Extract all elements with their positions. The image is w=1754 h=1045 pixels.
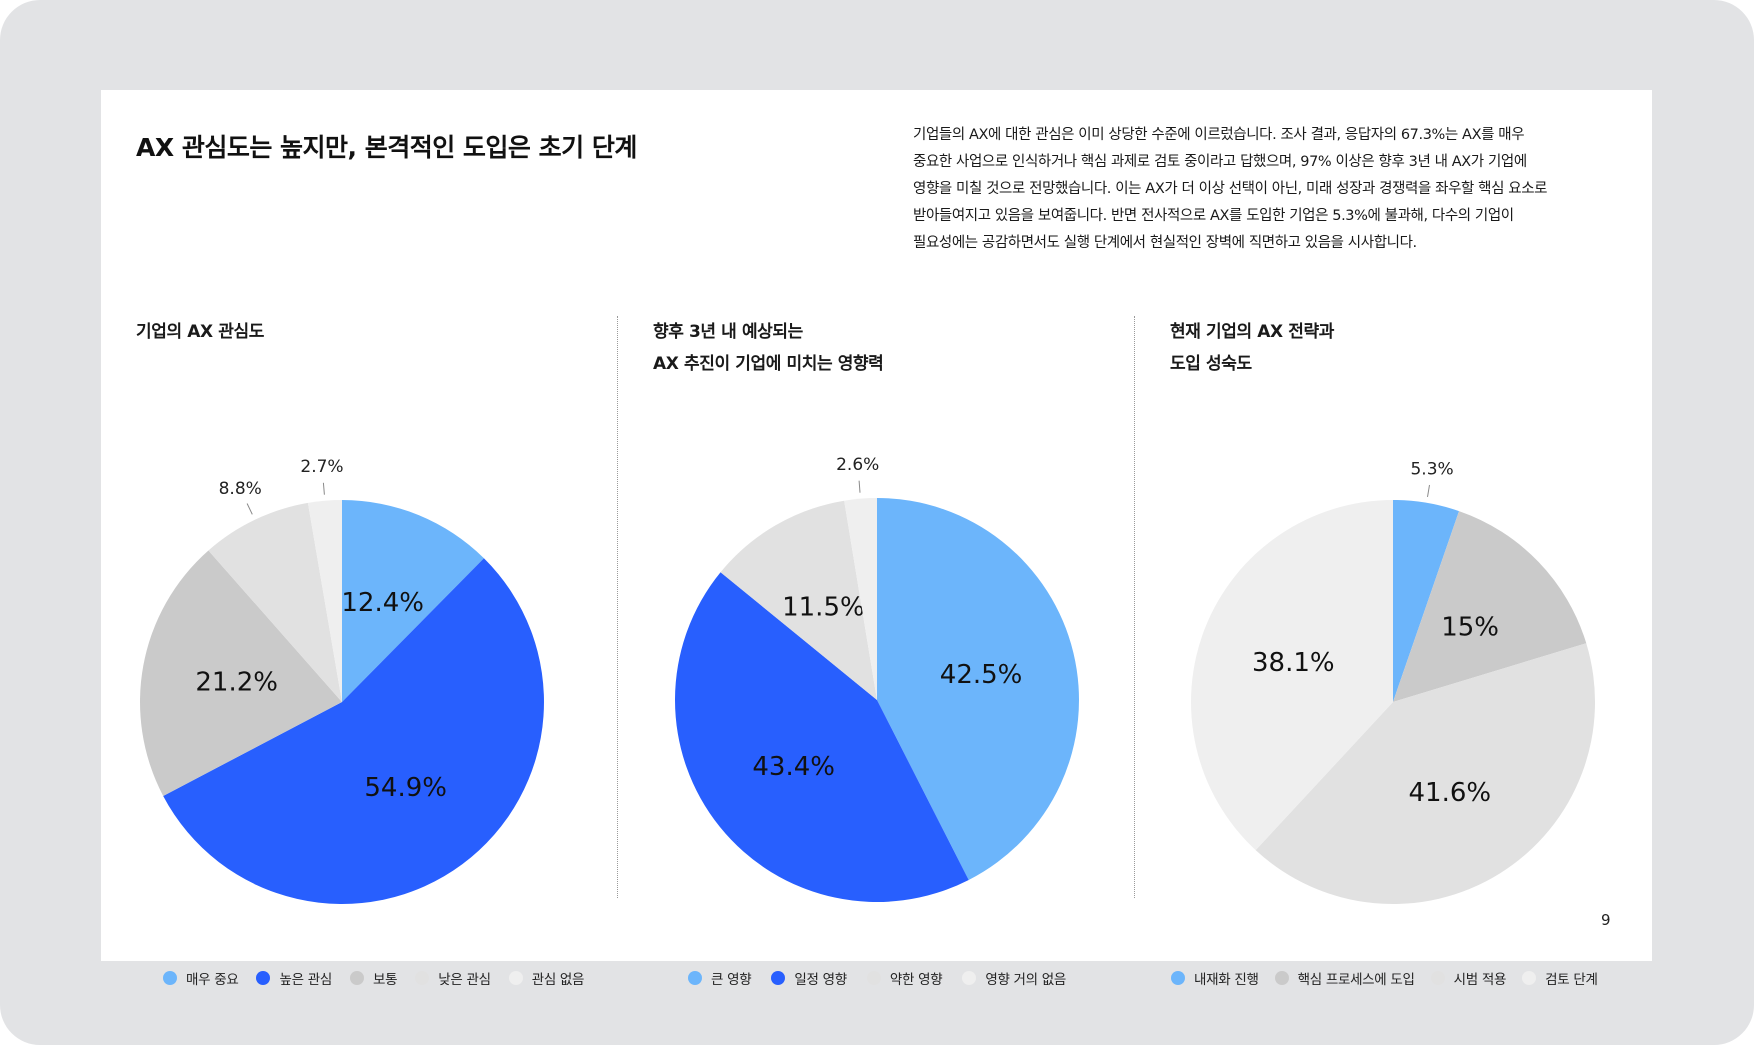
legend-label: 영향 거의 없음 (985, 972, 1067, 988)
slice-value-label: 2.7% (300, 457, 343, 477)
pie-slice-핵심-프로세스에-도입 (1393, 511, 1587, 702)
legend-label: 시범 적용 (1453, 972, 1507, 988)
chart-title-line: 향후 3년 내 예상되는 (653, 322, 803, 342)
legend-item: 영향 거의 없음 (962, 968, 1066, 988)
legend-swatch (349, 971, 364, 985)
pie-slice-검토-단계 (1190, 500, 1393, 851)
legend-item: 낮은 관심 (415, 968, 491, 988)
legend-item: 큰 영향 (688, 968, 752, 988)
legend-label: 매우 중요 (186, 972, 239, 988)
slice-value-label: 15% (1441, 613, 1499, 643)
pie-chart: 5.3% 15% 41.6% 38.1% (1190, 459, 1596, 905)
chart-panel-impact: 향후 3년 내 예상되는 AX 추진이 기업에 미치는 영향력 42.5% 43.… (653, 316, 1113, 988)
pie-slice-약한-영향 (720, 500, 877, 700)
legend-swatch (1430, 971, 1445, 985)
description-line: 필요성에는 공감하면서도 실행 단계에서 현실적인 장벽에 직면하고 있음을 시… (913, 235, 1417, 251)
slice-value-label: 11.5% (782, 592, 865, 622)
chart-title: 기업의 AX 관심도 (136, 316, 264, 348)
chart-title: 현재 기업의 AX 전략과 도입 성숙도 (1170, 316, 1334, 380)
legend-swatch (962, 971, 977, 985)
legend-swatch (771, 971, 786, 985)
slice-value-label: 8.8% (219, 479, 262, 499)
pie-slice-매우-중요 (342, 500, 484, 702)
legend-item: 보통 (349, 968, 398, 988)
slice-value-label: 41.6% (1408, 778, 1491, 808)
slice-value-label: 21.2% (195, 668, 278, 698)
legend-swatch (688, 971, 702, 985)
legend-swatch (163, 971, 177, 985)
headline: AX 관심도는 높지만, 본격적인 도입은 초기 단계 (136, 133, 637, 162)
description-line: 받아들여지고 있음을 보여줍니다. 반면 전사적으로 AX를 도입한 기업은 5… (913, 208, 1514, 224)
pie-slice-큰-영향 (877, 498, 1079, 880)
legend-item: 약한 영향 (866, 968, 943, 988)
slice-leader-line (246, 503, 253, 515)
chart-panel-interest: 기업의 AX 관심도 12.4% 54.9% 21.2% 8.8% 2.7% 매우 중요… (136, 316, 596, 988)
chart-title-line: 기업의 AX 관심도 (136, 322, 264, 342)
pie-chart: 12.4% 54.9% 21.2% 8.8% 2.7% (140, 457, 544, 904)
pie-slice-영향-거의-없음 (844, 498, 877, 700)
legend-swatch (1522, 971, 1537, 985)
chart-legend: 내재화 진행 핵심 프로세스에 도입 시범 적용 검토 단계 (1171, 968, 1598, 988)
chart-legend: 매우 중요 높은 관심 보통 낮은 관심 관심 없음 (163, 968, 584, 988)
description-line: 영향을 미칠 것으로 전망했습니다. 이는 AX가 더 이상 선택이 아닌, 미… (913, 181, 1548, 197)
chart-title-line: 도입 성숙도 (1170, 354, 1252, 374)
chart-title-line: 현재 기업의 AX 전략과 (1170, 322, 1334, 342)
pie-slice-높은-관심 (163, 558, 544, 904)
slice-value-label: 42.5% (940, 660, 1023, 690)
chart-title-line: AX 추진이 기업에 미치는 영향력 (653, 354, 884, 374)
legend-swatch (256, 971, 271, 985)
legend-item: 내재화 진행 (1171, 968, 1259, 988)
slice-leader-line (322, 482, 325, 495)
chart-panel-maturity: 현재 기업의 AX 전략과 도입 성숙도 5.3% 15% 41.6% 38.1% 내… (1170, 316, 1630, 988)
legend-swatch (866, 971, 881, 985)
legend-item: 높은 관심 (256, 968, 332, 988)
slice-leader-line (858, 480, 861, 493)
legend-label: 검토 단계 (1545, 972, 1598, 988)
legend-swatch (1274, 971, 1289, 985)
legend-swatch (508, 971, 523, 985)
pie-slice-내재화-진행 (1393, 500, 1460, 702)
slice-leader-line (1427, 484, 1430, 497)
pie-slice-관심-없음 (307, 500, 342, 702)
chart-divider (617, 316, 618, 898)
pie-slice-보통 (140, 550, 342, 796)
description-line: 중요한 사업으로 인식하거나 핵심 과제로 검토 중이라고 답했으며, 97% … (913, 154, 1527, 170)
legend-label: 관심 없음 (531, 972, 585, 988)
legend-label: 낮은 관심 (438, 972, 491, 988)
legend-label: 핵심 프로세스에 도입 (1297, 972, 1415, 988)
description-line: 기업들의 AX에 대한 관심은 이미 상당한 수준에 이르렀습니다. 조사 결과… (913, 127, 1525, 143)
legend-label: 약한 영향 (889, 972, 943, 988)
legend-item: 시범 적용 (1430, 968, 1507, 988)
description-paragraph: 기업들의 AX에 대한 관심은 이미 상당한 수준에 이르렀습니다. 조사 결과… (913, 122, 1613, 257)
legend-swatch (1171, 971, 1185, 985)
slice-value-label: 2.6% (836, 455, 879, 475)
legend-label: 보통 (372, 972, 398, 988)
chart-legend: 큰 영향 일정 영향 약한 영향 영향 거의 없음 (688, 968, 1066, 988)
page-number: 9 (1601, 911, 1611, 929)
legend-label: 높은 관심 (279, 972, 332, 988)
legend-swatch (415, 971, 430, 985)
legend-item: 매우 중요 (163, 968, 239, 988)
slice-value-label: 43.4% (752, 752, 835, 782)
pie-slice-낮은-관심 (208, 502, 342, 702)
slice-value-label: 12.4% (341, 588, 424, 618)
pie-slice-시범-적용 (1255, 643, 1596, 905)
legend-label: 내재화 진행 (1194, 972, 1259, 988)
legend-item: 핵심 프로세스에 도입 (1274, 968, 1415, 988)
legend-label: 큰 영향 (711, 972, 752, 988)
pie-slice-일정-영향 (675, 572, 969, 902)
slice-value-label: 5.3% (1410, 459, 1453, 479)
legend-item: 일정 영향 (771, 968, 847, 988)
pie-chart: 42.5% 43.4% 11.5% 2.6% (675, 455, 1079, 902)
legend-item: 관심 없음 (508, 968, 585, 988)
chart-title: 향후 3년 내 예상되는 AX 추진이 기업에 미치는 영향력 (653, 316, 884, 380)
slice-value-label: 54.9% (364, 773, 447, 803)
legend-item: 검토 단계 (1522, 968, 1598, 988)
legend-label: 일정 영향 (794, 972, 847, 988)
slide-page: AX 관심도는 높지만, 본격적인 도입은 초기 단계 기업들의 AX에 대한 … (101, 90, 1652, 988)
slice-value-label: 38.1% (1252, 648, 1335, 678)
chart-divider (1134, 316, 1135, 898)
